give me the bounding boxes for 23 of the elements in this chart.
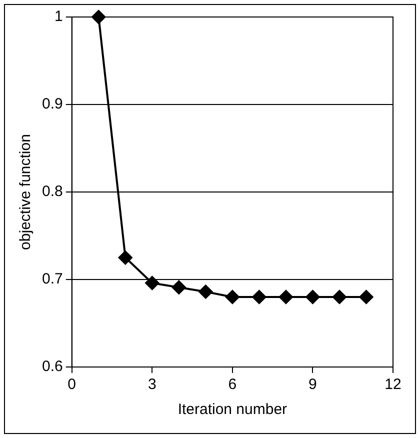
point xyxy=(359,290,374,304)
point xyxy=(306,290,320,304)
point xyxy=(92,10,106,24)
x-axis-title: Iteration number xyxy=(178,401,288,418)
point xyxy=(252,290,266,304)
point xyxy=(278,290,293,304)
point xyxy=(145,276,160,290)
x-tick-label: 9 xyxy=(308,376,317,394)
y-axis-title: objective function xyxy=(17,134,34,250)
point xyxy=(172,280,186,294)
y-tick-label: 0.7 xyxy=(42,270,63,288)
x-tick-label: 6 xyxy=(228,376,237,394)
y-tick-label: 0.9 xyxy=(42,96,63,113)
x-tick-label: 12 xyxy=(384,376,402,394)
x-tick-label: 0 xyxy=(68,376,76,394)
point xyxy=(332,290,346,304)
point xyxy=(118,250,132,265)
y-tick-label: 1 xyxy=(54,8,63,26)
point xyxy=(198,284,213,299)
x-tick-label: 3 xyxy=(148,376,156,394)
point xyxy=(225,290,240,304)
y-tick-label: 0.6 xyxy=(42,358,63,376)
y-tick-label: 0.8 xyxy=(42,183,63,200)
